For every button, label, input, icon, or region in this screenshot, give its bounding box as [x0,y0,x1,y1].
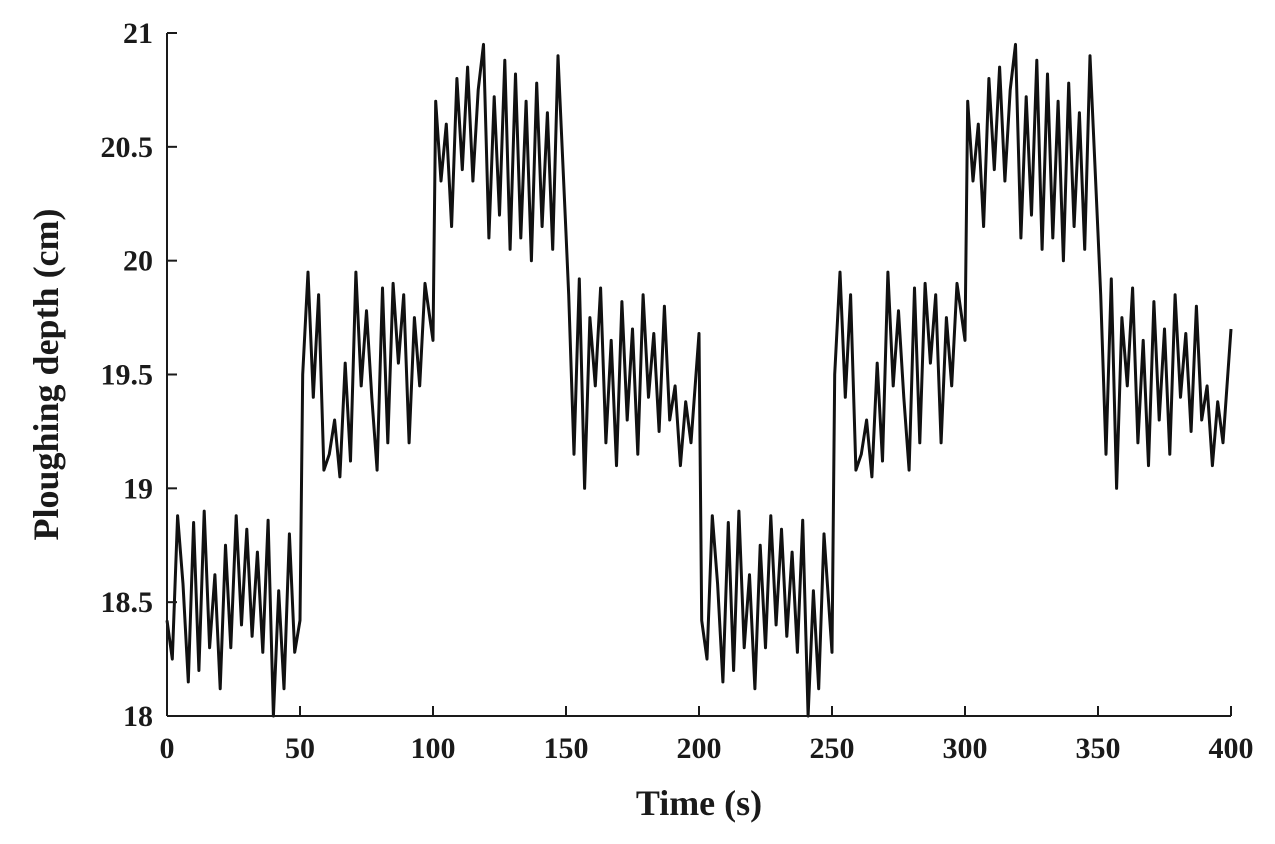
x-tick-label: 50 [285,732,315,765]
y-tick-label: 20 [123,245,153,278]
x-axis-title: Time (s) [636,783,762,823]
x-tick-label: 250 [810,732,855,765]
x-tick-label: 400 [1209,732,1254,765]
x-tick-label: 200 [677,732,722,765]
x-axis-ticks: 0 50 100 150 200 250 300 350 400 [160,706,1254,765]
x-tick-label: 300 [943,732,988,765]
x-tick-label: 0 [160,732,175,765]
y-tick-label: 18 [123,700,153,733]
y-tick-label: 19 [123,472,153,505]
y-tick-label: 21 [123,17,153,50]
x-tick-label: 100 [411,732,456,765]
depth-series-line [165,42,1233,718]
y-axis-ticks: 18 18.5 19 19.5 20 20.5 21 [101,17,177,733]
y-tick-label: 19.5 [101,359,154,392]
plot-area [165,42,1233,718]
y-axis-title: Ploughing depth (cm) [26,208,66,540]
y-tick-label: 20.5 [101,131,154,164]
x-tick-label: 350 [1076,732,1121,765]
y-tick-label: 18.5 [101,586,154,619]
x-tick-label: 150 [544,732,589,765]
